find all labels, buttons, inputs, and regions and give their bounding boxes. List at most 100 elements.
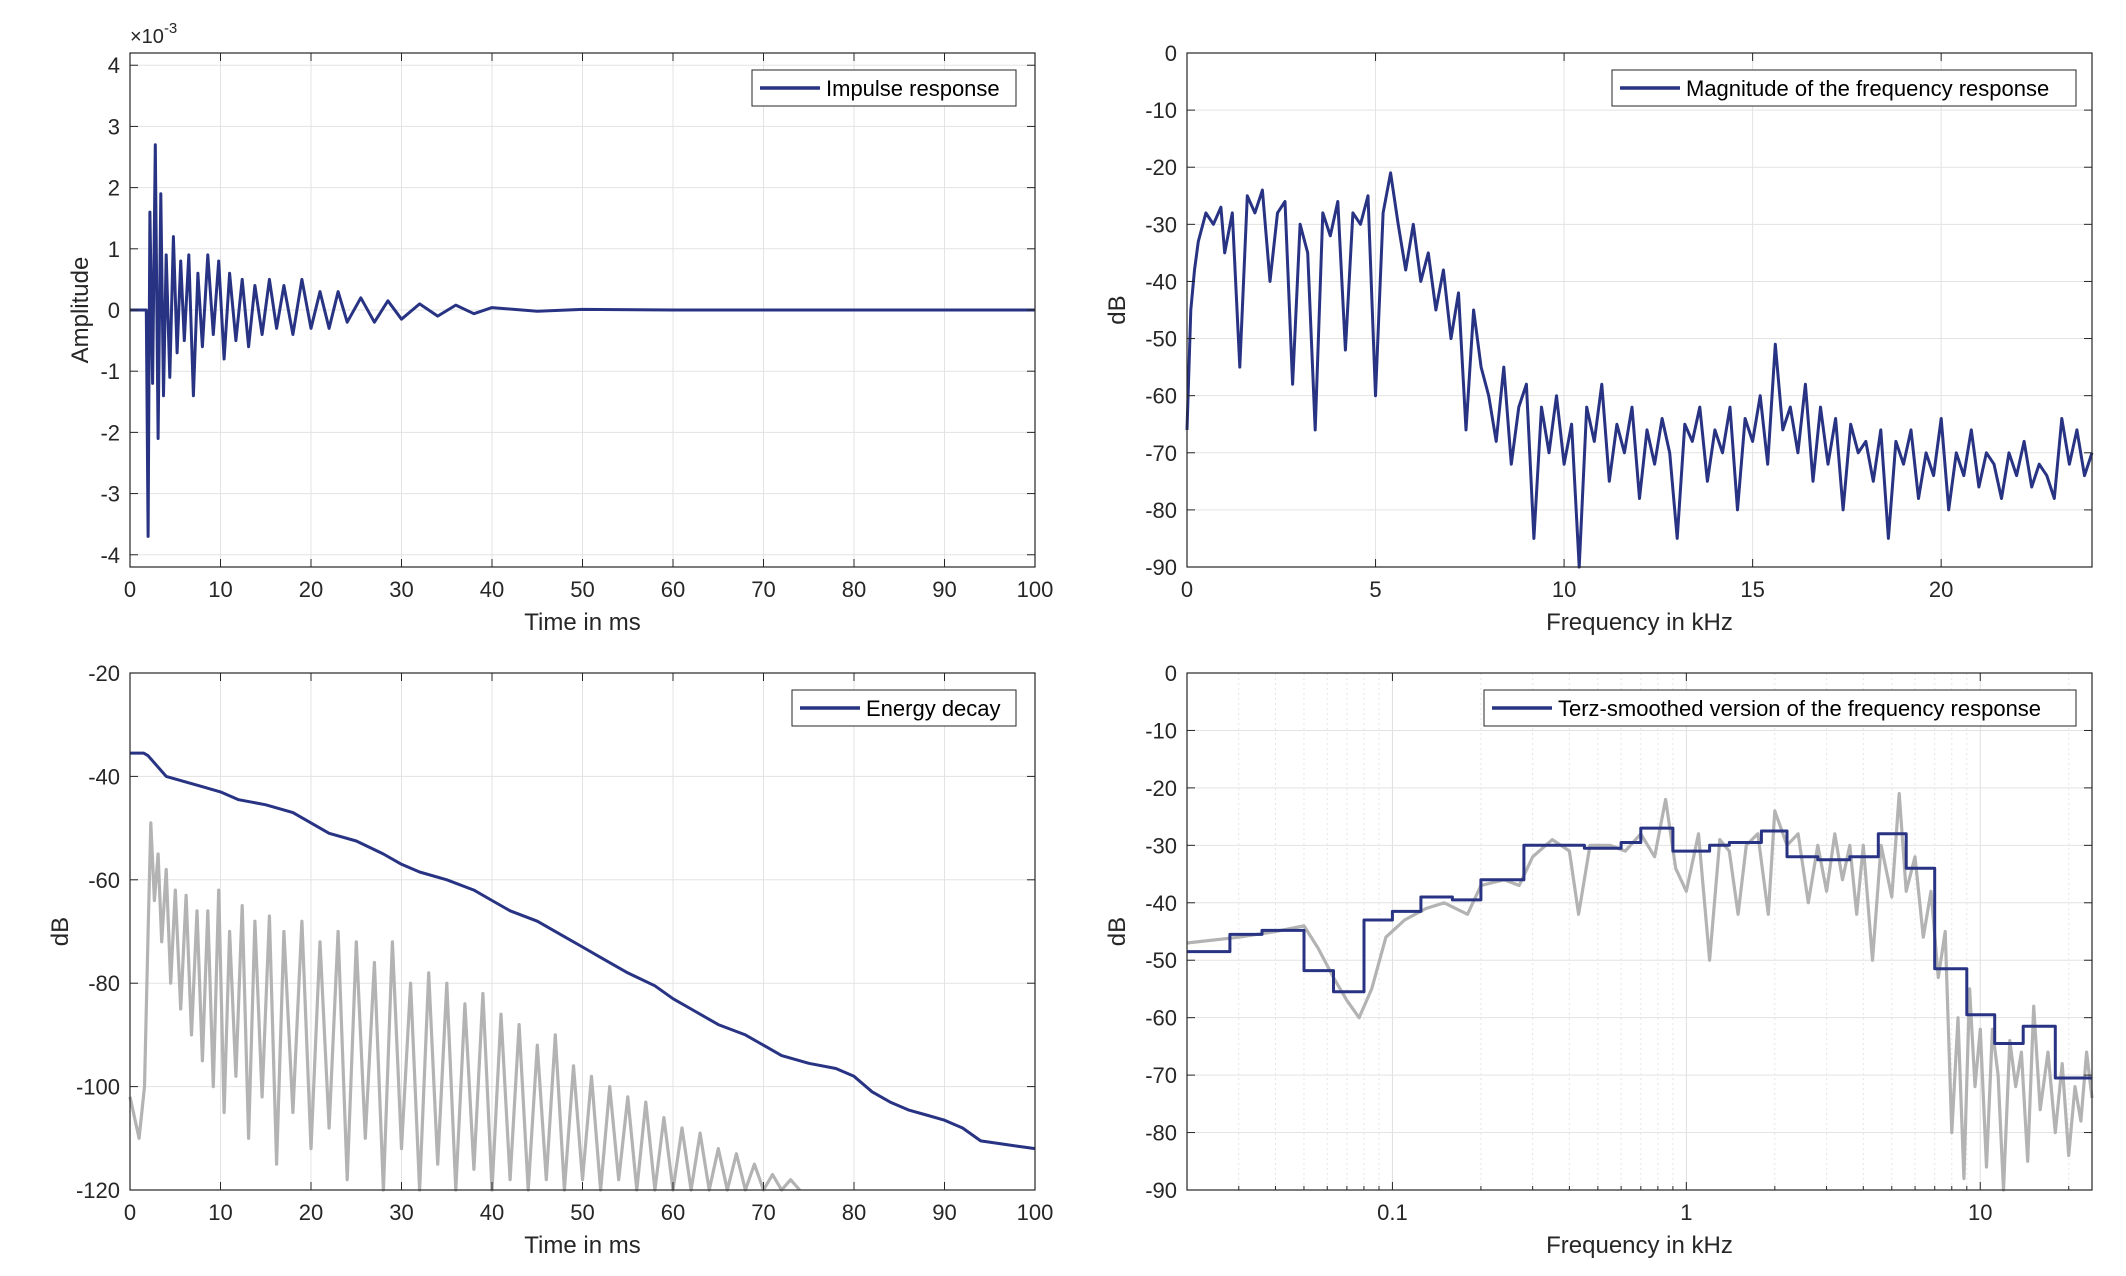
energy-x-axis-label: Time in ms (524, 1232, 640, 1259)
impulse-ticks: 0 10 20 30 40 50 60 70 80 90 100 -4 -3 -2 -1 0 1 2 3 4 (100, 53, 1053, 602)
magnitude-x-tick-label: 20 (1929, 577, 1953, 602)
impulse-y-axis-label: Amplitude (67, 257, 94, 364)
impulse-x-tick-label: 60 (661, 577, 685, 602)
energy-y-tick-label: -40 (88, 764, 120, 789)
terz-y-tick-label: -60 (1145, 1006, 1177, 1031)
impulse-exponent-base: ×10 (130, 26, 164, 48)
impulse-exponent-label: ×10-3 (130, 20, 177, 48)
energy-x-tick-label: 10 (208, 1200, 232, 1225)
impulse-x-tick-label: 50 (570, 577, 594, 602)
magnitude-x-axis-label: Frequency in kHz (1546, 609, 1733, 636)
impulse-x-tick-label: 0 (124, 577, 136, 602)
impulse-y-tick-label: -2 (100, 420, 120, 445)
impulse-x-tick-label: 30 (389, 577, 413, 602)
terz-y-tick-label: -50 (1145, 948, 1177, 973)
impulse-y-tick-label: 1 (108, 237, 120, 262)
magnitude-y-tick-label: -20 (1145, 155, 1177, 180)
impulse-response-plot: Time in ms Amplitude ×10-3 Impulse respo… (67, 20, 1053, 636)
energy-x-tick-label: 20 (299, 1200, 323, 1225)
terz-y-tick-label: -70 (1145, 1063, 1177, 1088)
terz-y-tick-label: -80 (1145, 1121, 1177, 1146)
magnitude-x-tick-label: 10 (1552, 577, 1576, 602)
energy-x-tick-label: 60 (661, 1200, 685, 1225)
terz-legend-label: Terz-smoothed version of the frequency r… (1558, 696, 2041, 721)
magnitude-plot: Frequency in kHz dB Magnitude of the fre… (1104, 41, 2094, 636)
magnitude-y-tick-label: -60 (1145, 384, 1177, 409)
terz-y-tick-label: -40 (1145, 891, 1177, 916)
impulse-y-tick-label: 2 (108, 176, 120, 201)
energy-ticks: 0 10 20 30 40 50 60 70 80 90 100 -20 -40 -60 -80 -100 -1… (76, 661, 1053, 1225)
impulse-y-tick-label: 0 (108, 298, 120, 323)
energy-x-tick-label: 50 (570, 1200, 594, 1225)
magnitude-x-tick-label: 5 (1369, 577, 1381, 602)
terz-smoothed-plot: Frequency in kHz dB Terz-smoothed versio… (1104, 661, 2094, 1259)
energy-legend: Energy decay (791, 689, 1017, 727)
energy-series-line (130, 751, 1036, 1151)
magnitude-x-tick-label: 0 (1181, 577, 1193, 602)
magnitude-legend-label: Magnitude of the frequency response (1686, 76, 2049, 101)
energy-x-tick-label: 100 (1017, 1200, 1054, 1225)
energy-y-axis-label: dB (47, 917, 74, 946)
energy-y-tick-label: -120 (76, 1178, 120, 1203)
impulse-y-tick-label: 4 (108, 53, 120, 78)
energy-y-tick-label: -20 (88, 661, 120, 686)
terz-y-tick-label: -30 (1145, 833, 1177, 858)
magnitude-series-line (1185, 171, 2094, 569)
terz-axes-box (1186, 672, 2093, 1191)
terz-series (1186, 792, 2094, 1192)
energy-raw-response-line (128, 821, 801, 1192)
terz-plot-area (1187, 673, 2092, 1190)
energy-x-tick-label: 90 (932, 1200, 956, 1225)
energy-x-tick-label: 40 (480, 1200, 504, 1225)
magnitude-ticks: 0 5 10 15 20 0 -10 -20 -30 -40 -50 -60 -70 -80 -90 (1145, 41, 2092, 602)
terz-y-tick-label: -10 (1145, 718, 1177, 743)
impulse-x-tick-label: 70 (751, 577, 775, 602)
magnitude-y-tick-label: -40 (1145, 269, 1177, 294)
magnitude-y-tick-label: -30 (1145, 212, 1177, 237)
energy-x-tick-label: 0 (124, 1200, 136, 1225)
energy-y-tick-label: -100 (76, 1075, 120, 1100)
energy-decay-plot: Time in ms dB Energy decay 0 10 20 30 40 50 60… (47, 661, 1053, 1259)
terz-x-axis-label: Frequency in kHz (1546, 1232, 1733, 1259)
impulse-x-tick-label: 100 (1017, 577, 1054, 602)
terz-x-tick-label: 10 (1968, 1200, 1992, 1225)
impulse-legend: Impulse response (751, 69, 1017, 107)
impulse-series-line (130, 143, 1035, 538)
impulse-x-tick-label: 40 (480, 577, 504, 602)
impulse-y-tick-label: -4 (100, 543, 120, 568)
terz-y-tick-label: -90 (1145, 1178, 1177, 1203)
impulse-legend-label: Impulse response (826, 76, 1000, 101)
energy-series (128, 751, 1036, 1192)
energy-legend-label: Energy decay (866, 696, 1001, 721)
impulse-y-tick-label: -1 (100, 359, 120, 384)
energy-y-tick-label: -80 (88, 971, 120, 996)
magnitude-x-tick-label: 15 (1740, 577, 1764, 602)
magnitude-legend: Magnitude of the frequency response (1611, 69, 2077, 107)
magnitude-y-axis-label: dB (1104, 295, 1131, 324)
impulse-x-tick-label: 10 (208, 577, 232, 602)
terz-y-tick-label: -20 (1145, 776, 1177, 801)
impulse-x-axis-label: Time in ms (524, 609, 640, 636)
impulse-series (130, 143, 1035, 538)
magnitude-y-tick-label: -80 (1145, 498, 1177, 523)
terz-ticks: 0.1 1 10 0 -10 -20 -30 -40 -50 -60 -70 -80 -90 (1145, 661, 2092, 1225)
impulse-exponent-power: -3 (164, 20, 177, 37)
impulse-x-tick-label: 90 (932, 577, 956, 602)
terz-y-tick-label: 0 (1165, 661, 1177, 686)
energy-x-tick-label: 80 (842, 1200, 866, 1225)
magnitude-y-tick-label: 0 (1165, 41, 1177, 66)
magnitude-axes-box (1186, 52, 2093, 568)
impulse-y-tick-label: 3 (108, 114, 120, 139)
terz-series-line (1187, 826, 2092, 1080)
impulse-y-tick-label: -3 (100, 482, 120, 507)
terz-legend: Terz-smoothed version of the frequency r… (1483, 689, 2077, 727)
impulse-x-tick-label: 20 (299, 577, 323, 602)
magnitude-y-tick-label: -50 (1145, 327, 1177, 352)
energy-x-tick-label: 30 (389, 1200, 413, 1225)
magnitude-legend-box (1611, 69, 2077, 107)
impulse-x-tick-label: 80 (842, 577, 866, 602)
magnitude-y-tick-label: -90 (1145, 555, 1177, 580)
terz-legend-box (1483, 689, 2077, 727)
magnitude-series (1185, 171, 2094, 569)
